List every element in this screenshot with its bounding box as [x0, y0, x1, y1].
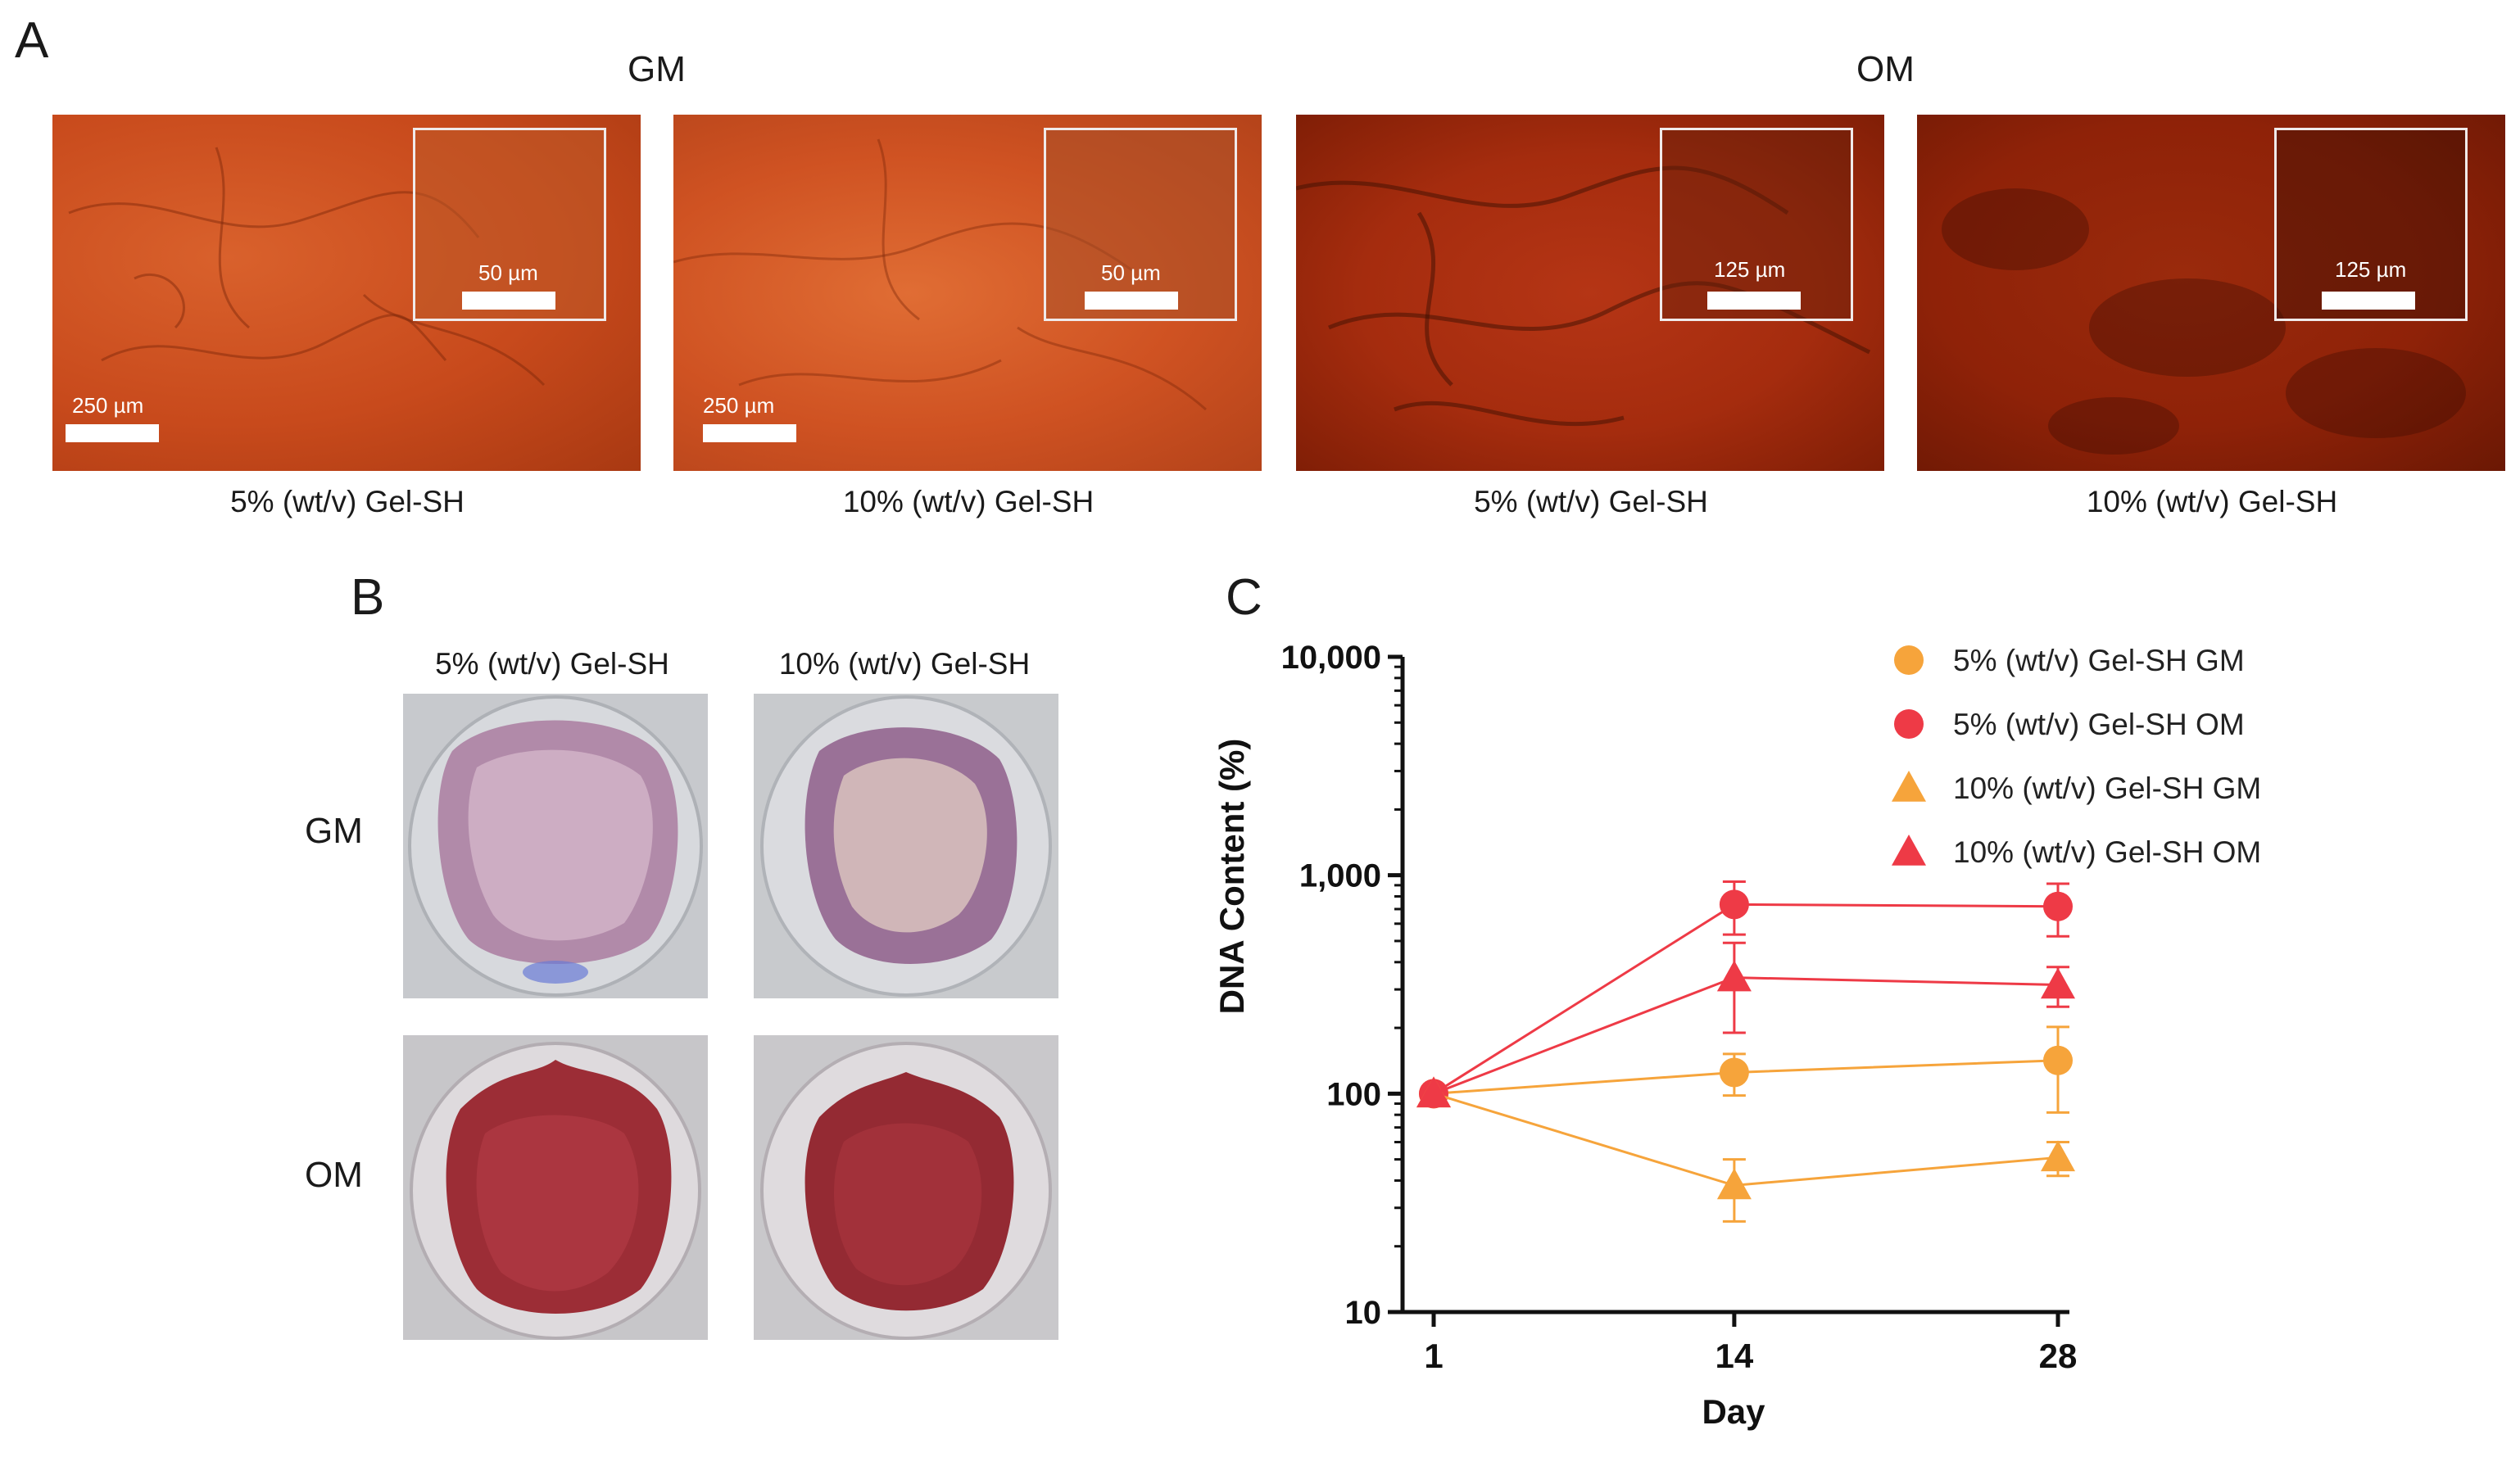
data-point	[1719, 1057, 1749, 1088]
data-point	[2041, 1140, 2075, 1172]
series-1	[1419, 1025, 2073, 1114]
inset-scale-bar	[1085, 292, 1178, 310]
series-2	[1419, 880, 2073, 1109]
panel-c-letter: C	[1226, 569, 1262, 626]
legend-marker	[1894, 645, 1924, 675]
micrograph-om-5: 125 µm	[1296, 115, 1884, 471]
y-axis-label: DNA Content (%)	[1212, 739, 1251, 1015]
caption-gm-10: 10% (wt/v) Gel-SH	[842, 485, 1095, 518]
main-scale-bar	[703, 424, 796, 442]
y-tick-label: 1,000	[1299, 858, 1381, 894]
series-4	[1416, 941, 2075, 1108]
legend-label: 10% (wt/v) Gel-SH OM	[1953, 835, 2261, 869]
inset-box	[2274, 128, 2468, 321]
legend-label: 5% (wt/v) Gel-SH OM	[1953, 708, 2245, 741]
data-point	[1716, 960, 1752, 992]
data-point	[2043, 891, 2073, 921]
inset-scale-bar	[2322, 292, 2415, 310]
row-label-gm: GM	[305, 811, 363, 851]
x-tick-label: 28	[2039, 1337, 2078, 1375]
data-point	[1416, 1076, 1451, 1108]
legend-marker	[1894, 709, 1924, 739]
inset-scale-bar	[462, 292, 555, 310]
main-scale-bar	[66, 424, 159, 442]
photo-gm-10	[754, 694, 1058, 998]
col-label-5: 5% (wt/v) Gel-SH	[435, 647, 669, 681]
main-scale-label: 250 µm	[703, 393, 775, 418]
col-label-10: 10% (wt/v) Gel-SH	[778, 647, 1031, 681]
legend-marker	[1892, 771, 1926, 802]
micrograph-gm-10: 50 µm 250 µm	[673, 115, 1262, 471]
inset-scale-bar	[1707, 292, 1801, 310]
data-point	[2041, 967, 2075, 999]
caption-om-5: 5% (wt/v) Gel-SH	[1474, 485, 1708, 518]
panel-b-letter: B	[351, 569, 385, 626]
photo-om-5	[403, 1035, 708, 1340]
inset-box	[413, 128, 606, 321]
series-line	[1433, 1092, 2059, 1187]
main-scale-label: 250 µm	[72, 393, 144, 418]
gm-group-label: GM	[628, 49, 686, 89]
x-tick-label: 14	[1716, 1337, 1754, 1375]
inset-scale-label: 125 µm	[1714, 257, 1786, 282]
x-tick-label: 1	[1424, 1337, 1443, 1375]
inset-box	[1044, 128, 1237, 321]
data-point	[1716, 1168, 1752, 1200]
inset-box	[1660, 128, 1853, 321]
data-point	[1719, 889, 1749, 920]
om-group-label: OM	[1856, 49, 1915, 89]
micrograph-om-10: 125 µm	[1917, 115, 2505, 471]
legend-marker	[1892, 835, 1926, 866]
micrograph-gm-5: 50 µm 250 µm	[52, 115, 641, 471]
panel-a-letter: A	[15, 12, 49, 69]
inset-scale-label: 50 µm	[1101, 260, 1161, 285]
caption-gm-5: 5% (wt/v) Gel-SH	[230, 485, 465, 518]
inset-scale-label: 125 µm	[2335, 257, 2407, 282]
legend-label: 5% (wt/v) Gel-SH GM	[1953, 644, 2245, 677]
inset-scale-label: 50 µm	[478, 260, 538, 285]
row-label-om: OM	[305, 1155, 363, 1195]
dna-content-chart: 10 100 1,000 10,000 1 14 28 5% (wt/v) Gel-SH G…	[1212, 640, 2261, 1431]
y-tick-label: 100	[1326, 1076, 1381, 1112]
y-tick-label: 10,000	[1281, 640, 1381, 676]
photo-om-10	[754, 1035, 1058, 1340]
x-axis-label: Day	[1702, 1392, 1765, 1431]
data-point	[2043, 1045, 2073, 1075]
photo-gm-5	[403, 694, 708, 998]
y-tick-label: 10	[1345, 1295, 1382, 1331]
caption-om-10: 10% (wt/v) Gel-SH	[2086, 485, 2338, 518]
series-3	[1416, 1076, 2075, 1223]
legend-label: 10% (wt/v) Gel-SH GM	[1953, 771, 2261, 805]
